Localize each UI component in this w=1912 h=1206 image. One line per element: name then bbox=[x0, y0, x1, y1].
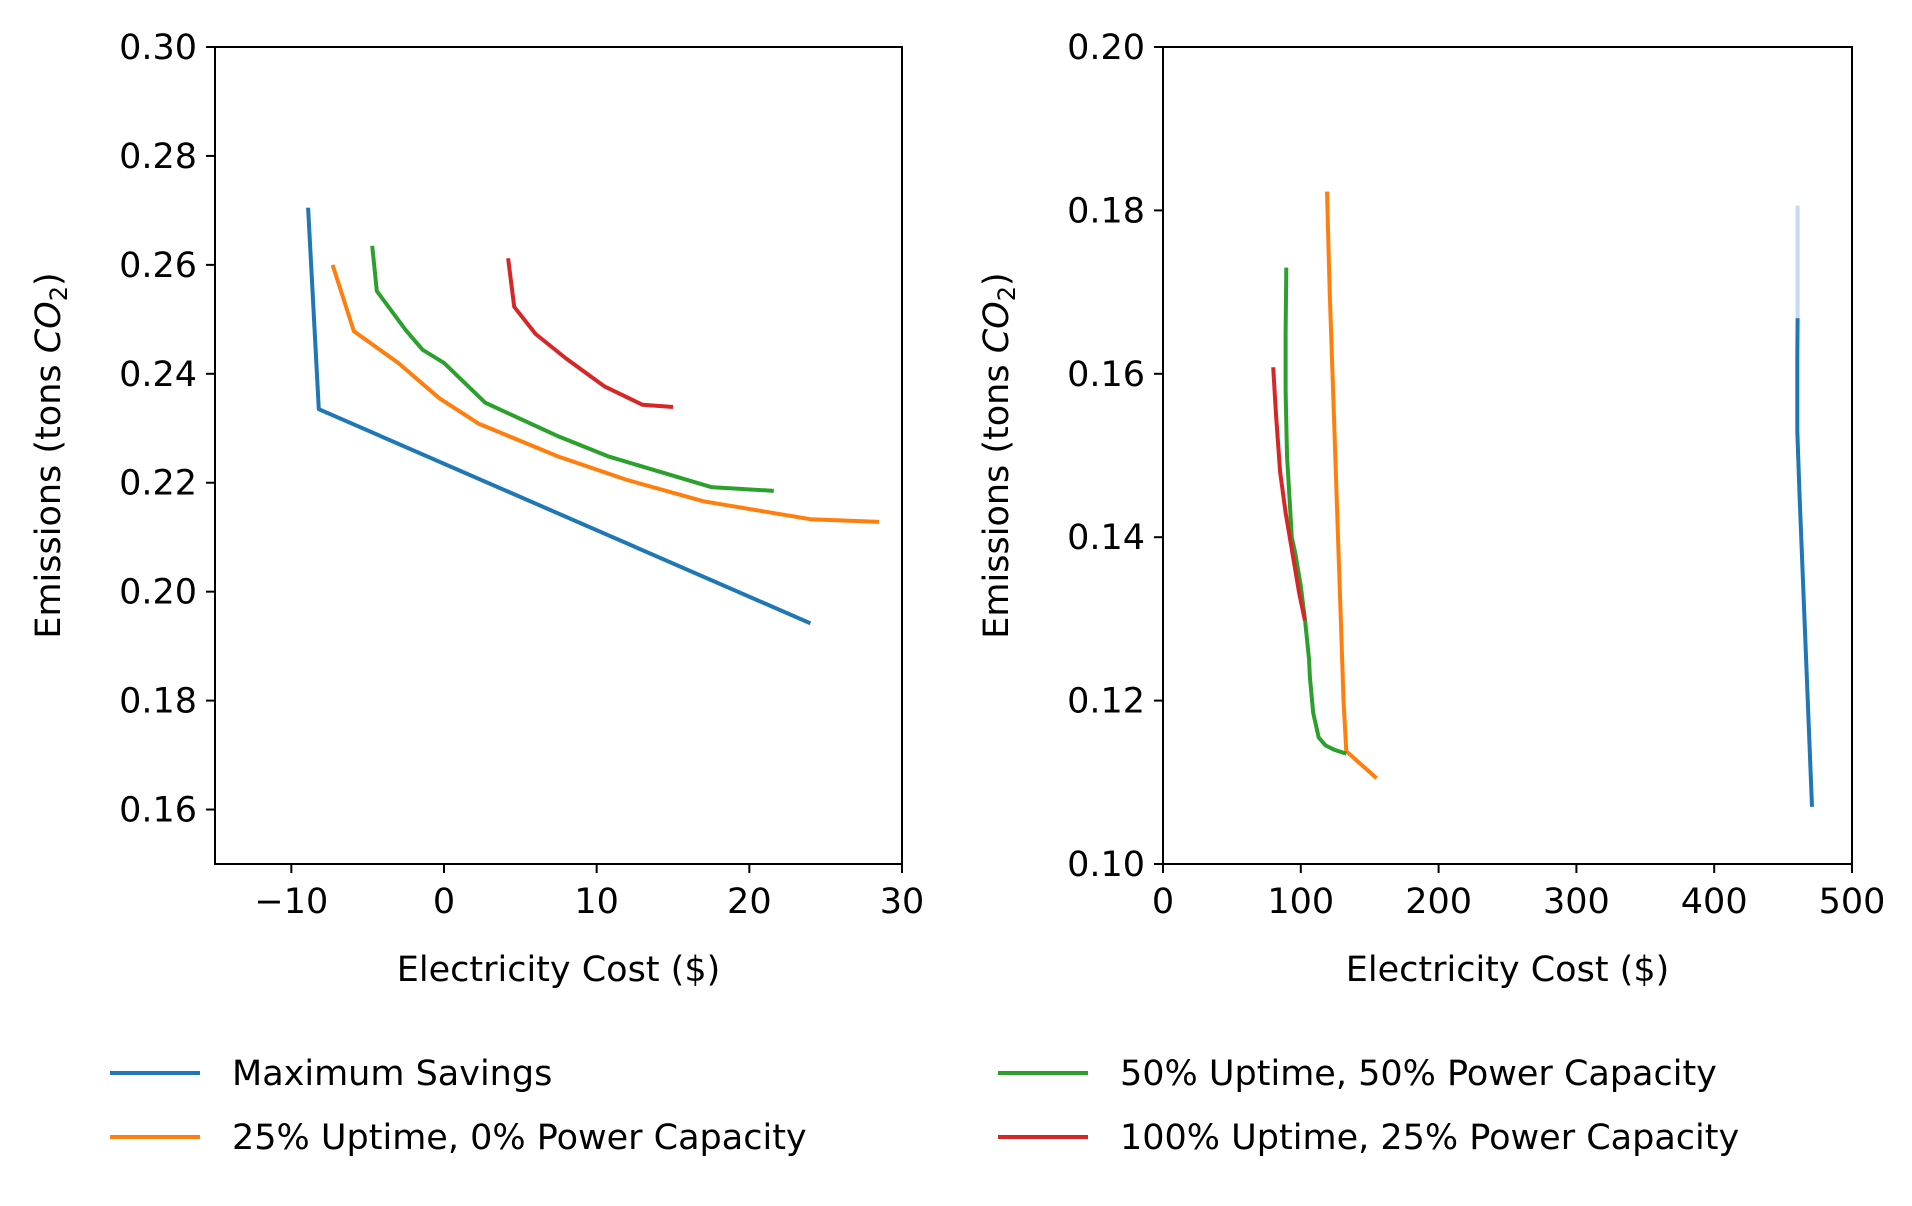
chart-panel-1: −10 0 10 20 30 0.16 0.18 0.20 0.22 0.24 0.26 0.28 0.… bbox=[29, 28, 924, 990]
series-line-25-uptime-0-power-capacity bbox=[330, 264, 880, 524]
series-line-maximum-savings bbox=[306, 207, 812, 626]
y-tick-label: 0.16 bbox=[119, 791, 197, 831]
y-tick-label: 0.20 bbox=[119, 573, 197, 613]
y-axis-label: Emissions (tons CO2) bbox=[29, 272, 73, 638]
y-tick-label: 0.12 bbox=[1067, 682, 1145, 722]
x-tick-label: 300 bbox=[1543, 882, 1610, 922]
x-axis-label: Electricity Cost ($) bbox=[397, 950, 721, 990]
x-tick-label: 200 bbox=[1405, 882, 1472, 922]
legend-label-25-uptime-0-power-capacity: 25% Uptime, 0% Power Capacity bbox=[232, 1118, 807, 1158]
y-tick-label: 0.18 bbox=[1067, 191, 1145, 231]
series-line-25-uptime-0-power-capacity bbox=[1325, 191, 1378, 780]
x-tick-label: 20 bbox=[727, 882, 772, 922]
series-line-maximum-savings bbox=[1795, 318, 1814, 807]
chart-panel-2: 0 100 200 300 400 500 0.10 0.12 0.14 0.16 0.18 0.20… bbox=[977, 28, 1885, 990]
y-tick-label: 0.28 bbox=[119, 137, 197, 177]
legend: Maximum Savings 25% Uptime, 0% Power Capa… bbox=[110, 1054, 1739, 1158]
x-tick-label: 0 bbox=[433, 882, 455, 922]
x-tick-label: 400 bbox=[1681, 882, 1748, 922]
y-tick-label: 0.30 bbox=[119, 28, 197, 68]
y-tick-label: 0.18 bbox=[119, 682, 197, 722]
x-axis-label: Electricity Cost ($) bbox=[1346, 950, 1670, 990]
axes-frame bbox=[214, 46, 903, 865]
x-tick-label: 500 bbox=[1819, 882, 1886, 922]
series-line-50-uptime-50-power-capacity bbox=[370, 245, 774, 493]
series-line-100-uptime-25-power-capacity bbox=[506, 258, 674, 409]
x-tick-label: 30 bbox=[880, 882, 925, 922]
legend-label-50-uptime-50-power-capacity: 50% Uptime, 50% Power Capacity bbox=[1120, 1054, 1717, 1094]
legend-label-maximum-savings: Maximum Savings bbox=[232, 1054, 552, 1094]
x-tick-label: −10 bbox=[254, 882, 328, 922]
y-tick-label: 0.20 bbox=[1067, 28, 1145, 68]
series-line-100-uptime-25-power-capacity bbox=[1271, 367, 1307, 621]
x-tick-label: 100 bbox=[1267, 882, 1334, 922]
y-tick-label: 0.26 bbox=[119, 246, 197, 286]
legend-label-100-uptime-25-power-capacity: 100% Uptime, 25% Power Capacity bbox=[1120, 1118, 1739, 1158]
y-tick-label: 0.16 bbox=[1067, 355, 1145, 395]
y-tick-label: 0.10 bbox=[1067, 845, 1145, 885]
y-tick-label: 0.14 bbox=[1067, 518, 1145, 558]
y-tick-label: 0.22 bbox=[119, 464, 197, 504]
x-tick-label: 10 bbox=[574, 882, 619, 922]
axes-frame bbox=[1162, 46, 1853, 865]
y-axis-label: Emissions (tons CO2) bbox=[977, 272, 1021, 638]
x-tick-label: 0 bbox=[1152, 882, 1174, 922]
y-tick-label: 0.24 bbox=[119, 355, 197, 395]
